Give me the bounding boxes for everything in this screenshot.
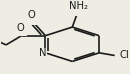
Text: Cl: Cl [119,50,129,60]
Text: NH₂: NH₂ [69,1,88,11]
Text: O: O [17,23,24,33]
Text: N: N [39,48,47,58]
Text: O: O [27,10,35,20]
